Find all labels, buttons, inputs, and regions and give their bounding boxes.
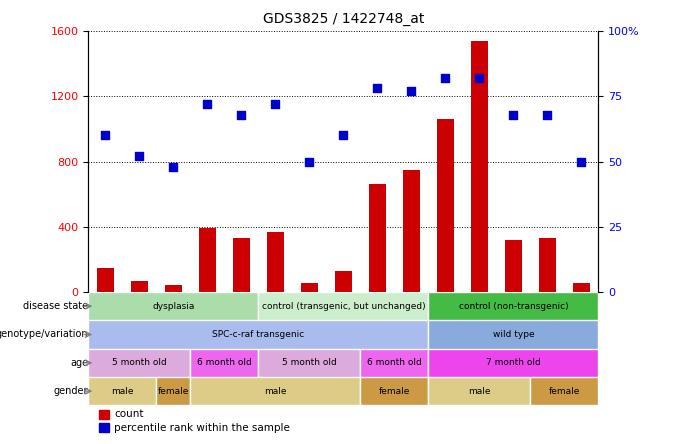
FancyBboxPatch shape: [428, 377, 530, 405]
Bar: [199, 228, 216, 292]
FancyBboxPatch shape: [88, 349, 190, 377]
Text: 6 month old: 6 month old: [197, 358, 252, 367]
FancyBboxPatch shape: [88, 377, 156, 405]
Bar: [437, 119, 454, 292]
Point: [372, 85, 383, 92]
Bar: [99, 410, 109, 419]
Text: 6 month old: 6 month old: [367, 358, 422, 367]
FancyBboxPatch shape: [88, 292, 258, 320]
Point: [440, 75, 451, 82]
Bar: [99, 423, 109, 432]
Bar: [471, 41, 488, 292]
Text: female: female: [158, 387, 189, 396]
Text: 5 month old: 5 month old: [282, 358, 337, 367]
FancyBboxPatch shape: [190, 377, 360, 405]
Text: disease state: disease state: [23, 301, 88, 311]
Bar: [573, 283, 590, 292]
Text: male: male: [264, 387, 287, 396]
Text: control (transgenic, but unchanged): control (transgenic, but unchanged): [262, 301, 425, 311]
Text: count: count: [114, 409, 143, 419]
Text: genotype/variation: genotype/variation: [0, 329, 88, 340]
Text: SPC-c-raf transgenic: SPC-c-raf transgenic: [212, 330, 305, 339]
Point: [270, 101, 281, 108]
Text: male: male: [111, 387, 134, 396]
Text: dysplasia: dysplasia: [152, 301, 194, 311]
Bar: [233, 238, 250, 292]
Point: [168, 163, 179, 170]
FancyBboxPatch shape: [428, 349, 598, 377]
Point: [406, 87, 417, 95]
Point: [236, 111, 247, 118]
Point: [134, 153, 145, 160]
Text: wild type: wild type: [492, 330, 534, 339]
Point: [576, 158, 587, 165]
Text: female: female: [549, 387, 580, 396]
Text: 5 month old: 5 month old: [112, 358, 167, 367]
Text: gender: gender: [54, 386, 88, 396]
Bar: [539, 238, 556, 292]
Bar: [335, 271, 352, 292]
Text: 7 month old: 7 month old: [486, 358, 541, 367]
Point: [474, 75, 485, 82]
Text: male: male: [468, 387, 491, 396]
Point: [304, 158, 315, 165]
Bar: [403, 170, 420, 292]
Bar: [165, 285, 182, 292]
FancyBboxPatch shape: [360, 377, 428, 405]
FancyBboxPatch shape: [428, 320, 598, 349]
Bar: [301, 283, 318, 292]
FancyBboxPatch shape: [190, 349, 258, 377]
FancyBboxPatch shape: [360, 349, 428, 377]
FancyBboxPatch shape: [156, 377, 190, 405]
Bar: [369, 184, 386, 292]
Text: age: age: [70, 358, 88, 368]
Point: [338, 132, 349, 139]
Text: percentile rank within the sample: percentile rank within the sample: [114, 423, 290, 432]
FancyBboxPatch shape: [530, 377, 598, 405]
Point: [202, 101, 213, 108]
FancyBboxPatch shape: [428, 292, 598, 320]
Text: control (non-transgenic): control (non-transgenic): [458, 301, 568, 311]
Bar: [505, 240, 522, 292]
FancyBboxPatch shape: [88, 320, 428, 349]
Point: [542, 111, 553, 118]
FancyBboxPatch shape: [258, 292, 428, 320]
Bar: [97, 268, 114, 292]
FancyBboxPatch shape: [258, 349, 360, 377]
Title: GDS3825 / 1422748_at: GDS3825 / 1422748_at: [262, 12, 424, 26]
Point: [508, 111, 519, 118]
Text: female: female: [379, 387, 410, 396]
Bar: [267, 232, 284, 292]
Point: [100, 132, 111, 139]
Bar: [131, 281, 148, 292]
